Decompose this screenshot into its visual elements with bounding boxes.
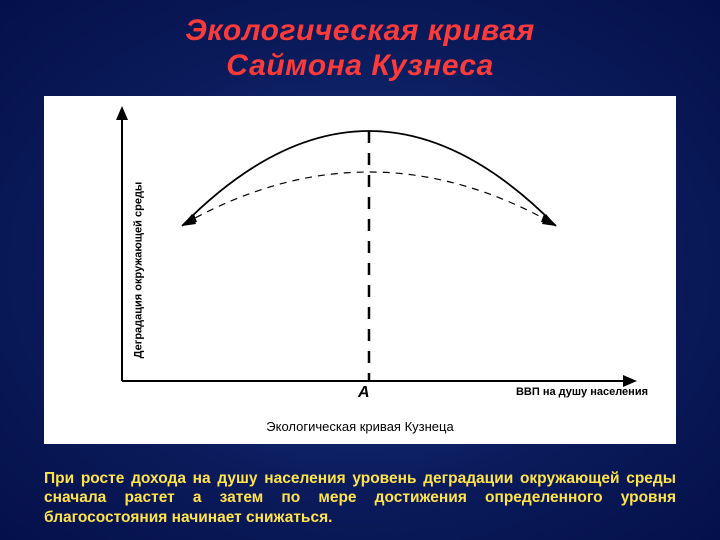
- title-line-1: Экологическая кривая: [185, 14, 534, 47]
- chart-panel: Деградация окружающей среды ВВП на душу …: [44, 96, 676, 444]
- slide-title: Экологическая кривая Саймона Кузнеса: [0, 0, 720, 83]
- title-line-2: Саймона Кузнеса: [226, 49, 494, 82]
- footer-description: При росте дохода на душу населения урове…: [44, 469, 676, 528]
- point-a-label: A: [358, 384, 370, 402]
- x-axis-label: ВВП на душу населения: [516, 386, 648, 398]
- y-axis-label: Деградация окружающей среды: [132, 182, 144, 359]
- y-axis-arrow-icon: [116, 106, 128, 120]
- slide: Экологическая кривая Саймона Кузнеса Дег…: [0, 0, 720, 540]
- chart-caption: Экологическая кривая Кузнеца: [266, 419, 453, 434]
